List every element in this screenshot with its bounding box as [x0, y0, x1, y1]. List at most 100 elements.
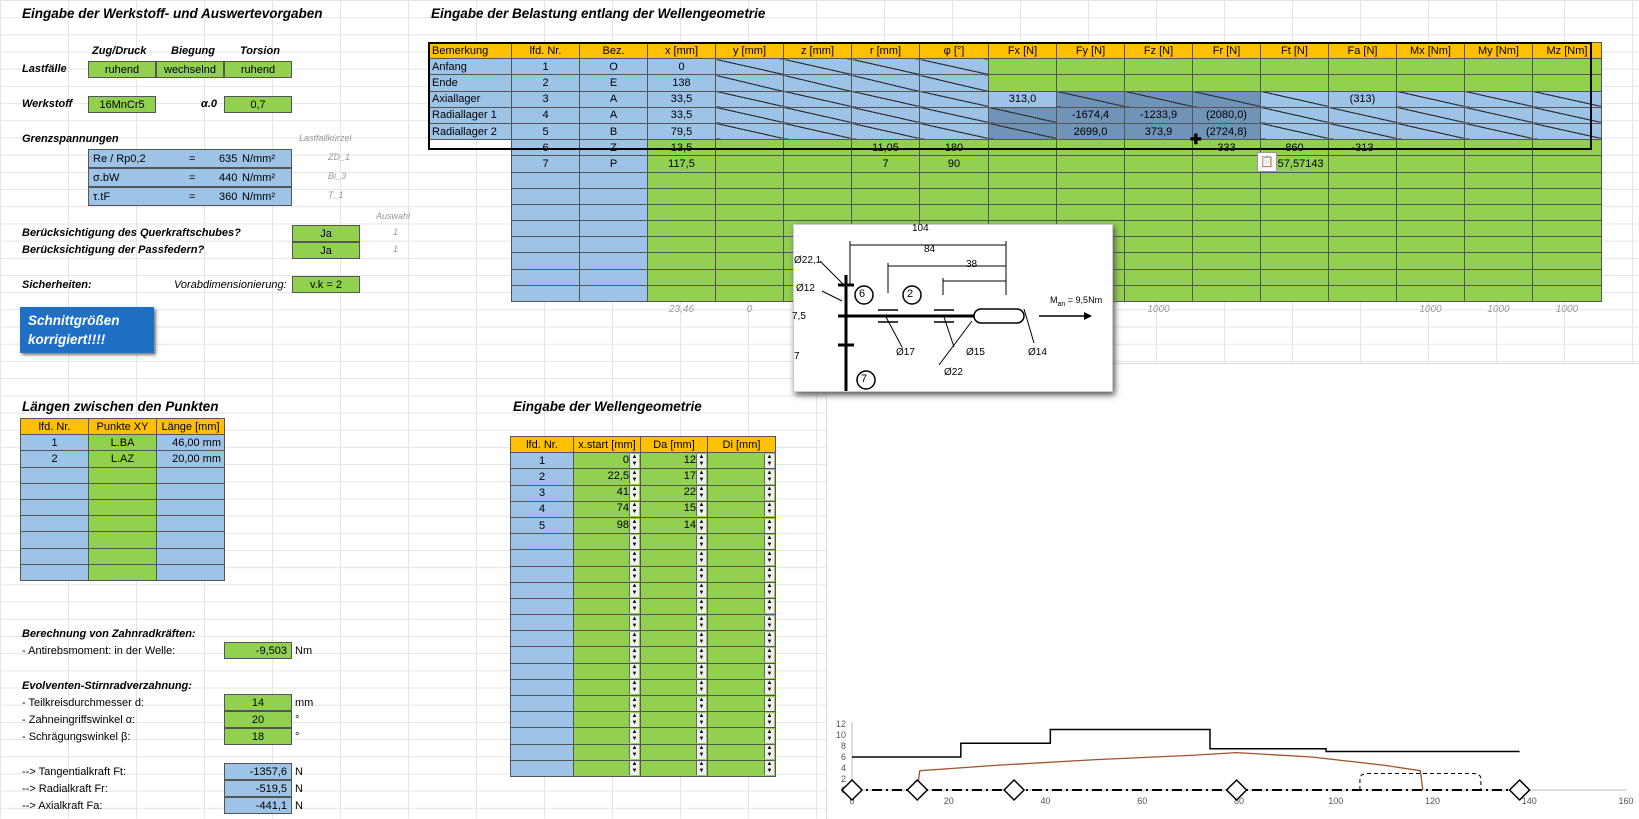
load-cell[interactable]	[429, 140, 512, 156]
load-cell[interactable]	[429, 253, 512, 269]
load-cell[interactable]	[1056, 187, 1125, 205]
load-cell[interactable]	[1464, 58, 1533, 76]
geometry-cell[interactable]: ▲ ▼	[573, 678, 641, 697]
load-cell[interactable]	[1464, 284, 1533, 303]
load-cell[interactable]	[1328, 284, 1397, 303]
geometry-cell[interactable]: ▲ ▼ 22	[640, 484, 708, 502]
geometry-cell[interactable]	[510, 533, 574, 551]
alpha-cell[interactable]: 0,7	[224, 96, 292, 113]
load-cell[interactable]	[1396, 236, 1465, 254]
shaft-sketch-image[interactable]: 104 84 38 Ø22,1 Ø12 7,5 7 Ø17 Ø15 Ø14 Ø2…	[792, 223, 1113, 392]
load-cell[interactable]	[988, 122, 1057, 141]
load-cell[interactable]	[919, 74, 989, 92]
spinner-icon[interactable]: ▲ ▼	[764, 648, 774, 663]
geometry-cell[interactable]	[510, 549, 574, 567]
load-cell[interactable]	[1192, 284, 1261, 303]
geometry-cell[interactable]	[510, 630, 574, 648]
geometry-cell[interactable]: ▲ ▼	[707, 694, 776, 713]
load-cell[interactable]	[715, 58, 784, 76]
load-cell[interactable]	[1396, 268, 1465, 286]
spinner-icon[interactable]: ▲ ▼	[629, 502, 639, 517]
geometry-cell[interactable]	[510, 646, 574, 664]
load-cell[interactable]: Radiallager 1	[428, 106, 512, 124]
load-cell[interactable]	[1260, 268, 1329, 286]
geometry-cell[interactable]: ▲ ▼	[707, 662, 776, 680]
load-cell[interactable]	[1396, 203, 1465, 222]
load-cell[interactable]: 313,0	[988, 90, 1057, 108]
load-cell[interactable]	[429, 188, 512, 204]
load-cell[interactable]	[715, 284, 784, 303]
load-cell[interactable]	[851, 74, 920, 92]
load-cell[interactable]	[783, 203, 852, 222]
lengths-cell[interactable]	[88, 498, 157, 517]
load-cell[interactable]	[1328, 74, 1397, 92]
lengths-cell[interactable]	[88, 547, 157, 565]
geometry-cell[interactable]	[510, 727, 574, 745]
load-cell[interactable]	[1532, 155, 1602, 173]
load-cell[interactable]	[783, 171, 852, 189]
load-cell[interactable]	[1056, 90, 1125, 108]
spinner-icon[interactable]: ▲ ▼	[696, 534, 706, 549]
spinner-icon[interactable]: ▲ ▼	[764, 680, 774, 695]
geometry-cell[interactable]: ▲ ▼	[573, 727, 641, 745]
option-passfeder-cell[interactable]: Ja	[292, 242, 360, 259]
geometry-cell[interactable]: ▲ ▼	[707, 533, 776, 551]
geometry-cell[interactable]: ▲ ▼	[707, 581, 776, 599]
load-cell[interactable]	[1260, 203, 1329, 222]
load-cell[interactable]	[1328, 106, 1397, 124]
load-cell[interactable]	[1260, 106, 1329, 124]
load-cell[interactable]	[579, 171, 648, 189]
load-cell[interactable]: 7	[851, 155, 920, 173]
lengths-cell[interactable]	[156, 531, 225, 549]
load-cell[interactable]	[851, 106, 920, 124]
spinner-icon[interactable]: ▲ ▼	[696, 680, 706, 695]
paste-options-icon[interactable]: 📋	[1257, 152, 1277, 172]
load-cell[interactable]	[1124, 90, 1193, 108]
load-cell[interactable]	[429, 237, 512, 253]
load-cell[interactable]: (313)	[1328, 90, 1397, 108]
load-cell[interactable]	[783, 122, 852, 141]
geometry-cell[interactable]: ▲ ▼	[707, 484, 776, 502]
geometry-cell[interactable]: ▲ ▼	[640, 727, 708, 745]
load-cell[interactable]	[1532, 58, 1602, 76]
load-cell[interactable]: 4	[511, 106, 580, 124]
geometry-cell[interactable]: ▲ ▼	[707, 614, 776, 632]
load-cell[interactable]	[1396, 90, 1465, 108]
load-cell[interactable]	[919, 90, 989, 108]
load-cell[interactable]	[715, 187, 784, 205]
lengths-cell[interactable]	[20, 547, 89, 565]
spinner-icon[interactable]: ▲ ▼	[764, 550, 774, 565]
geometry-cell[interactable]	[510, 678, 574, 697]
load-cell[interactable]	[1396, 187, 1465, 205]
spinner-icon[interactable]: ▲ ▼	[764, 453, 774, 468]
load-cell[interactable]	[851, 58, 920, 76]
load-cell[interactable]	[1532, 284, 1602, 303]
load-cell[interactable]	[783, 58, 852, 76]
load-cell[interactable]	[1396, 155, 1465, 173]
geometry-cell[interactable]: ▲ ▼	[640, 678, 708, 697]
load-cell[interactable]	[851, 90, 920, 108]
load-cell[interactable]	[1532, 203, 1602, 222]
load-cell[interactable]	[1464, 187, 1533, 205]
spinner-icon[interactable]: ▲ ▼	[764, 664, 774, 679]
load-cell[interactable]	[715, 268, 784, 286]
geometry-cell[interactable]: ▲ ▼	[707, 500, 776, 518]
load-cell[interactable]: 0	[746, 304, 753, 316]
spinner-icon[interactable]: ▲ ▼	[629, 550, 639, 565]
load-cell[interactable]: 3	[511, 90, 580, 108]
load-cell[interactable]	[1532, 252, 1602, 270]
load-cell[interactable]	[1124, 155, 1193, 173]
load-cell[interactable]	[851, 171, 920, 189]
load-cell[interactable]	[1056, 155, 1125, 173]
spinner-icon[interactable]: ▲ ▼	[696, 696, 706, 711]
geometry-cell[interactable]: ▲ ▼	[640, 743, 708, 761]
load-cell[interactable]	[1532, 187, 1602, 205]
spinner-icon[interactable]: ▲ ▼	[629, 761, 639, 776]
spinner-icon[interactable]: ▲ ▼	[696, 745, 706, 760]
lengths-cell[interactable]: 1	[20, 434, 89, 452]
load-cell[interactable]: 23,46	[668, 304, 695, 316]
load-cell[interactable]	[1056, 203, 1125, 222]
load-cell[interactable]: 79,5	[647, 122, 716, 141]
load-cell[interactable]: 90	[919, 155, 989, 173]
load-cell[interactable]: A	[579, 106, 648, 124]
